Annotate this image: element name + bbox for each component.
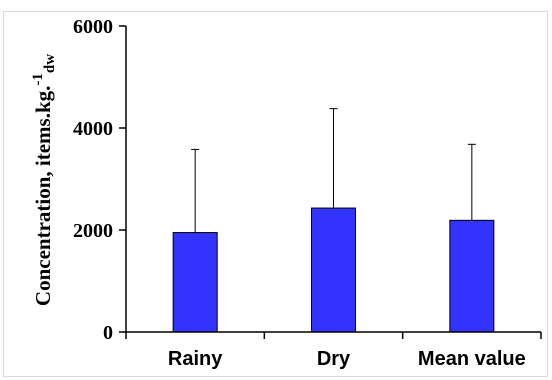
bar-mean-value bbox=[449, 219, 495, 333]
y-tick-label: 4000 bbox=[73, 118, 113, 140]
y-axis-title-sup: -1 bbox=[30, 73, 46, 86]
x-category-label: Mean value bbox=[418, 348, 526, 370]
y-tick-label: 2000 bbox=[73, 220, 113, 242]
bar-dry bbox=[311, 207, 356, 333]
y-tick-label: 6000 bbox=[73, 16, 113, 38]
x-category-label: Rainy bbox=[168, 348, 223, 370]
y-axis-title-sub: dw bbox=[42, 54, 58, 73]
y-tick-label: 0 bbox=[103, 322, 113, 344]
chart-frame bbox=[3, 11, 548, 377]
y-axis-title: Concentration, items.kg.-1dw bbox=[30, 54, 58, 306]
x-category-label: Dry bbox=[317, 348, 351, 370]
y-axis-title-main: Concentration, items.kg. bbox=[31, 86, 55, 306]
bar-rainy bbox=[172, 232, 218, 333]
